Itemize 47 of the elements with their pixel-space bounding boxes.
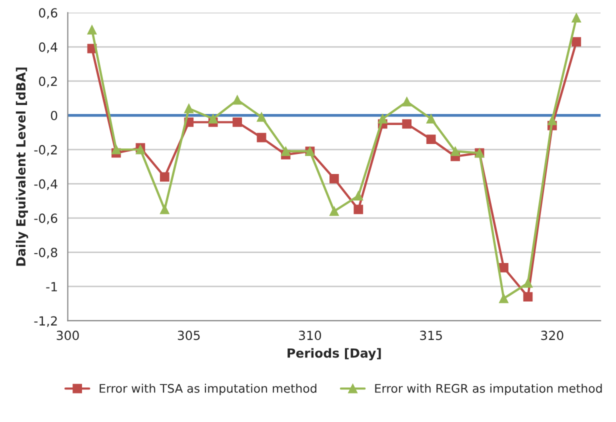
- point: [256, 112, 266, 122]
- y-tick-label: 0,4: [38, 42, 58, 54]
- x-tick-label: 300: [56, 330, 79, 340]
- legend-label: Error with TSA as imputation method: [100, 384, 316, 396]
- x-tick-label: 315: [420, 330, 442, 340]
- y-tick-label: 0: [50, 110, 58, 120]
- point: [184, 104, 194, 114]
- point: [572, 13, 582, 22]
- y-tick-label: -0,4: [34, 179, 58, 190]
- point: [256, 132, 266, 142]
- point: [281, 146, 290, 156]
- point: [329, 206, 339, 216]
- point: [232, 118, 242, 127]
- point: [378, 114, 388, 124]
- point: [547, 116, 557, 126]
- point: [208, 114, 218, 124]
- x-tick-label: 305: [178, 330, 200, 340]
- point: [329, 174, 339, 184]
- point: [160, 204, 170, 214]
- point: [354, 191, 364, 200]
- x-axis-title: Periods [Day]: [288, 348, 381, 360]
- y-tick-label: 0,6: [38, 8, 58, 19]
- y-tick-label: -0,6: [34, 214, 58, 224]
- point: [572, 37, 582, 46]
- legend-label: Error with REGR as imputation method: [375, 384, 602, 396]
- point: [426, 114, 436, 124]
- point: [112, 144, 121, 154]
- point: [499, 262, 508, 272]
- point: [354, 204, 364, 214]
- x-tick-label: 310: [298, 330, 322, 340]
- y-tick-label: -1,2: [34, 316, 57, 327]
- point: [160, 172, 170, 182]
- y-tick-label: -0,8: [34, 248, 58, 258]
- point: [402, 96, 412, 106]
- point: [499, 294, 508, 304]
- point: [523, 278, 533, 288]
- point: [402, 119, 412, 129]
- point: [426, 134, 436, 144]
- point: [450, 146, 460, 156]
- point: [523, 292, 533, 302]
- x-tick-label: 320: [541, 330, 564, 340]
- y-tick-label: 0,2: [38, 76, 57, 88]
- y-tick-label: -0,2: [34, 145, 57, 156]
- y-axis-title: Daily Equivalent Level [dBA]: [16, 68, 28, 266]
- point: [232, 95, 242, 105]
- point: [87, 25, 97, 34]
- y-tick-label: -1: [46, 282, 57, 292]
